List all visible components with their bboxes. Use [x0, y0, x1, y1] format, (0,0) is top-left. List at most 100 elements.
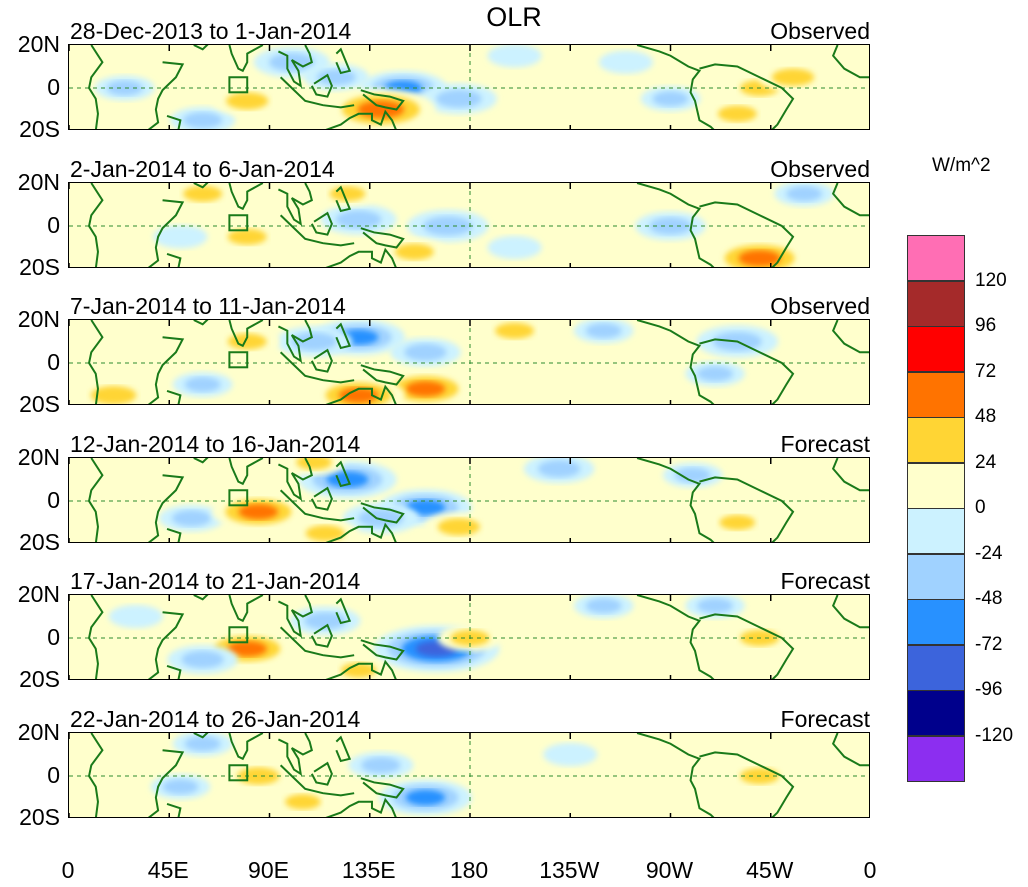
y-tick-label: 20N	[17, 443, 60, 470]
x-tick-label: 90W	[645, 857, 694, 883]
coastline	[325, 522, 397, 542]
anomaly-blob	[719, 514, 756, 530]
coastline	[277, 45, 314, 88]
anomaly-blob	[162, 778, 199, 794]
olr-map-svg	[69, 45, 869, 129]
coastline	[279, 489, 355, 521]
map-panel: 22-Jan-2014 to 26-Jan-2014 Forecast 20N 0 20…	[0, 706, 900, 846]
coastline	[87, 457, 104, 542]
anomaly-blob	[487, 45, 542, 68]
olr-map	[68, 181, 870, 268]
panel-source-label: Forecast	[780, 430, 870, 457]
anomaly-blob	[487, 235, 542, 259]
coastline	[228, 45, 264, 73]
panel-period-label: 7-Jan-2014 to 11-Jan-2014	[70, 293, 346, 319]
anomaly-blob	[361, 756, 401, 773]
anomaly-blob	[717, 105, 757, 122]
coastline	[699, 475, 795, 542]
y-tick-label: 20S	[19, 253, 60, 280]
coastline	[325, 247, 397, 267]
panel-period-label: 2-Jan-2014 to 6-Jan-2014	[70, 155, 335, 182]
anomaly-blob	[404, 343, 447, 361]
coastline	[310, 73, 333, 98]
anomaly-blob	[652, 91, 689, 107]
anomaly-blob	[338, 387, 379, 403]
anomaly-blob	[304, 612, 347, 630]
coastline	[193, 457, 209, 464]
y-tick-label: 20S	[19, 528, 60, 555]
olr-map-svg	[69, 595, 869, 679]
anomaly-blob	[405, 381, 446, 397]
x-tick-label: 0	[61, 857, 75, 883]
coastline	[831, 732, 869, 766]
coastline	[335, 597, 352, 625]
anomaly-blob	[227, 333, 267, 350]
y-tick-label: 0	[47, 486, 60, 513]
coastline	[335, 322, 352, 350]
coastline	[310, 623, 333, 648]
y-tick-label: 20S	[19, 116, 60, 142]
coastline	[831, 45, 869, 79]
coastline	[277, 182, 314, 226]
colorbar-label: -96	[975, 679, 1003, 700]
anomaly-blob	[183, 185, 223, 202]
coastline	[277, 320, 314, 363]
anomaly-blob	[181, 650, 224, 669]
coastline	[87, 320, 104, 404]
y-tick-label: 0	[47, 624, 60, 650]
coastline	[87, 595, 104, 679]
anomaly-blob	[437, 517, 481, 535]
region-box	[228, 763, 249, 781]
anomaly-blob	[285, 793, 321, 809]
coastline	[193, 732, 209, 739]
coastline	[636, 457, 715, 542]
coastline	[193, 182, 209, 189]
colorbar-swatch	[907, 553, 965, 600]
coastline	[166, 252, 182, 267]
anomaly-blob	[436, 89, 482, 108]
map-panel: 2-Jan-2014 to 6-Jan-2014 Observed 20N 0 20S	[0, 156, 900, 296]
panel-period-label: 28-Dec-2013 to 1-Jan-2014	[70, 18, 352, 44]
olr-map-svg	[69, 457, 869, 542]
panel-source-label: Observed	[770, 18, 870, 44]
anomaly-blob	[543, 742, 598, 766]
x-tick-label: 45E	[147, 857, 189, 883]
coastline	[831, 182, 869, 216]
coastline	[360, 639, 405, 661]
anomaly-blob	[697, 366, 733, 382]
y-tick-label: 20S	[19, 391, 60, 417]
coastline	[277, 732, 314, 776]
coastline	[310, 211, 333, 236]
coastline	[325, 109, 397, 129]
colorbar-label: 72	[975, 360, 997, 382]
coastline	[699, 338, 795, 404]
anomaly-blob	[238, 503, 279, 519]
coastline	[831, 320, 869, 354]
y-tick-label: 0	[47, 761, 60, 788]
colorbar-label: -24	[975, 542, 1003, 564]
y-tick-label: 0	[47, 211, 60, 238]
coastline	[166, 802, 182, 817]
colorbar-swatch	[907, 371, 965, 418]
coastline	[636, 182, 715, 267]
coastline	[166, 664, 182, 679]
anomaly-blob	[674, 467, 711, 483]
colorbar-swatch	[907, 235, 965, 281]
panel-source-label: Forecast	[780, 705, 870, 732]
coastline	[87, 45, 104, 129]
anomaly-blob	[305, 524, 345, 541]
x-tick-label: 135E	[341, 857, 396, 883]
olr-map-svg	[69, 182, 869, 267]
coastline	[636, 595, 715, 679]
coastline	[279, 351, 355, 384]
coastline	[228, 732, 264, 760]
anomaly-blob	[184, 735, 221, 751]
map-panel: 17-Jan-2014 to 21-Jan-2014 Forecast 20N 0 20…	[0, 568, 900, 708]
coastline	[699, 200, 795, 267]
anomaly-blob	[106, 80, 143, 96]
anomaly-blob	[340, 662, 377, 678]
colorbar-swatch	[907, 735, 965, 782]
coastline	[193, 595, 209, 601]
y-tick-label: 20N	[17, 306, 60, 332]
colorbar-label: -120	[975, 724, 1014, 746]
